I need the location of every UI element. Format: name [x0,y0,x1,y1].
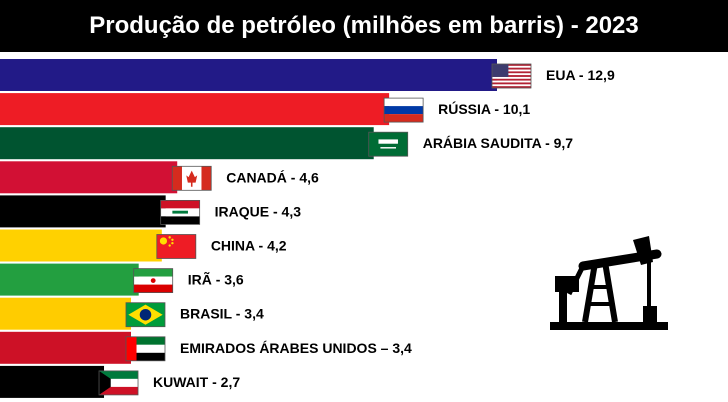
data-label: CANADÁ - 4,6 [226,169,319,185]
bar-ir- [0,263,139,296]
chart-title: Produção de petróleo (milhões em barris)… [89,12,639,39]
uae-flag-icon [125,336,166,362]
data-label: IRAQUE - 4,3 [215,203,302,219]
bar-canad- [0,161,178,194]
oil-pump-jack-icon [545,232,675,339]
russia-flag-icon [383,97,424,123]
kuwait-flag-icon [98,370,139,396]
bar-ar-bia-saudita [0,127,374,160]
data-label: EUA - 12,9 [546,67,615,83]
iraq-flag-icon [160,199,201,225]
bar-china [0,229,162,262]
data-label: EMIRADOS ÁRABES UNIDOS – 3,4 [180,340,412,356]
bar-r-ssia [0,93,390,126]
title-bar [0,0,728,52]
iran-flag-icon [133,268,174,294]
data-label: ARÁBIA SAUDITA - 9,7 [423,135,574,151]
canada-flag-icon [171,165,212,191]
bar-kuwait [0,365,105,398]
bar-brasil [0,297,131,330]
bar-eua [0,59,497,91]
data-label: BRASIL - 3,4 [180,306,264,322]
saudi-arabia-flag-icon [368,131,409,157]
china-flag-icon [156,234,197,259]
data-label: IRÃ - 3,6 [188,271,244,288]
brazil-flag-icon [125,302,166,328]
data-label: KUWAIT - 2,7 [153,374,240,390]
data-label: RÚSSIA - 10,1 [438,100,530,117]
usa-flag-icon [491,63,532,89]
data-label: CHINA - 4,2 [211,238,287,254]
bar-emirados-rabes-unidos [0,331,131,364]
bar-iraque [0,195,166,228]
